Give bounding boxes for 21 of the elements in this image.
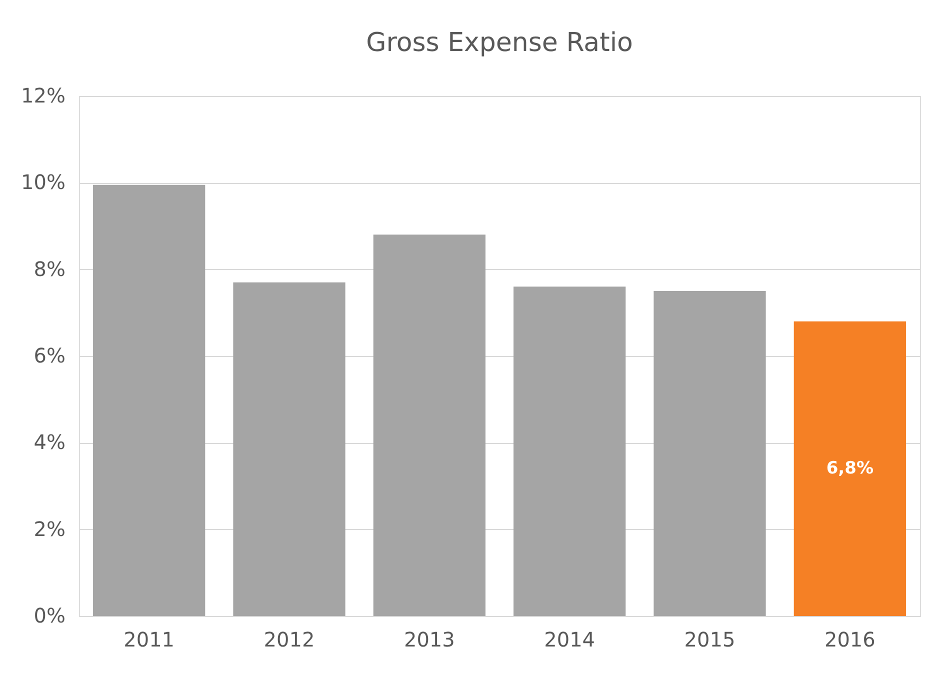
chart-title: Gross Expense Ratio	[366, 28, 633, 58]
bar	[794, 321, 906, 616]
bar	[233, 282, 346, 616]
y-tick-label: 0%	[34, 604, 66, 628]
x-tick-label: 2014	[544, 628, 596, 652]
x-tick-label: 2016	[824, 628, 876, 652]
y-tick-label: 6%	[34, 344, 66, 368]
y-tick-label: 4%	[34, 430, 66, 454]
bar	[654, 291, 766, 616]
data-label: 6,8%	[826, 458, 874, 479]
x-tick-label: 2012	[264, 628, 315, 652]
x-tick-label: 2011	[124, 628, 175, 652]
y-tick-label: 10%	[21, 170, 66, 194]
x-tick-label: 2013	[404, 628, 455, 652]
bar	[514, 286, 626, 616]
bar	[373, 234, 486, 616]
bar	[93, 184, 206, 616]
y-tick-label: 8%	[34, 256, 66, 281]
y-tick-label: 2%	[34, 516, 66, 541]
y-tick-label: 12%	[21, 84, 66, 108]
x-tick-label: 2015	[684, 628, 736, 652]
